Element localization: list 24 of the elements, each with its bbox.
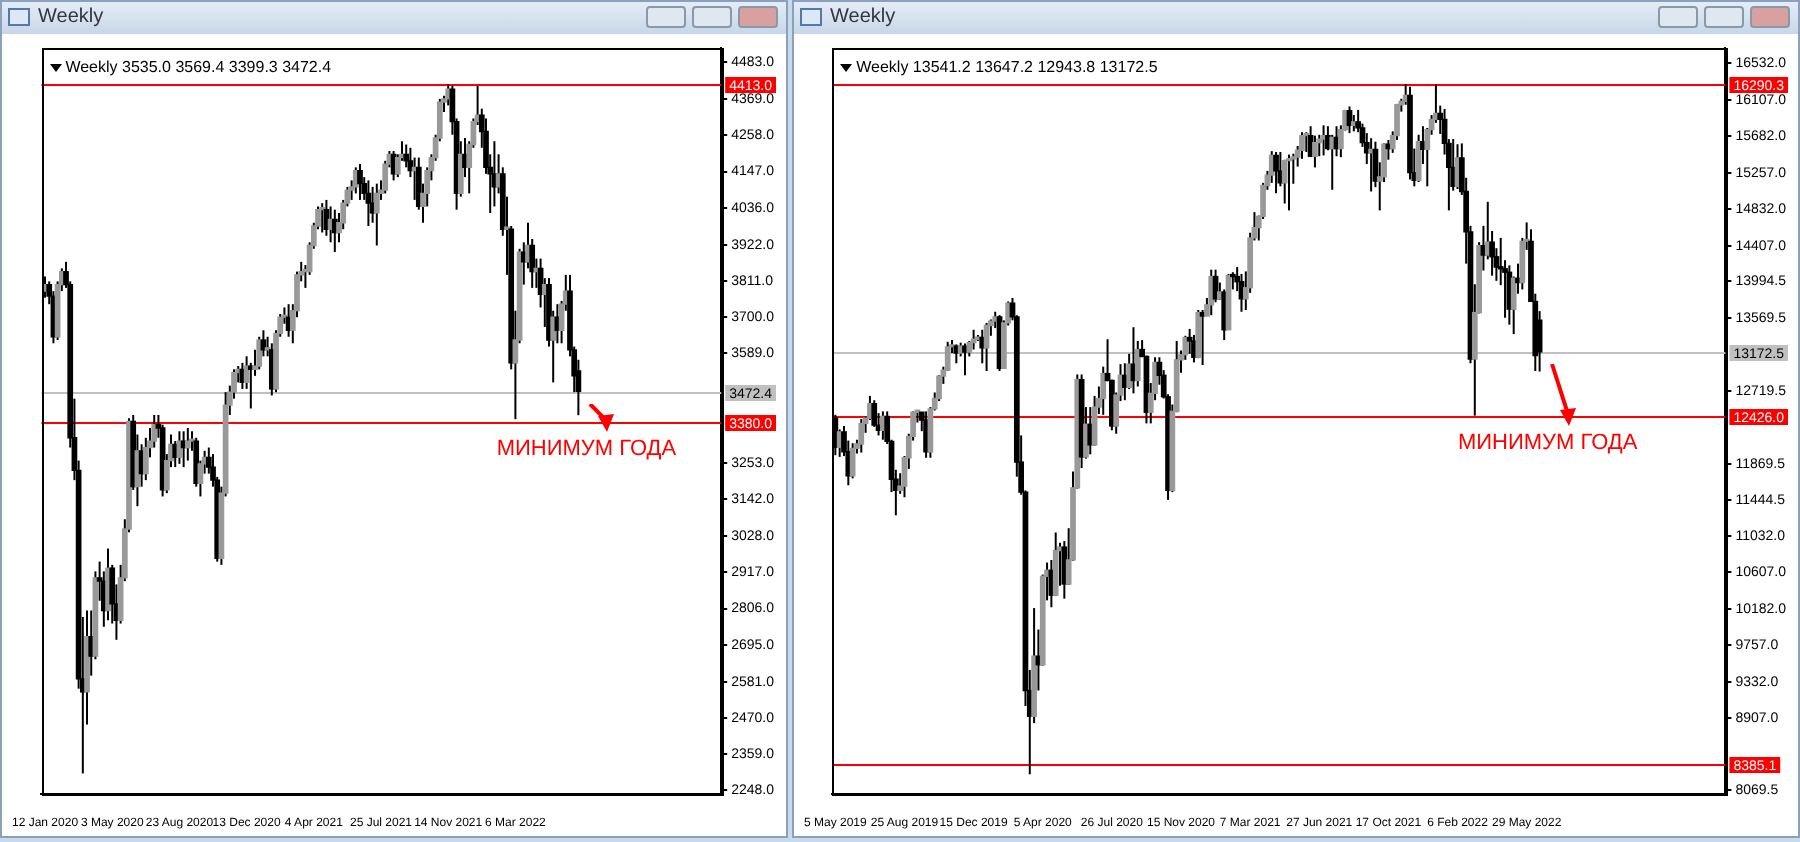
candlestick xyxy=(1195,309,1202,360)
chart-title: Weekly xyxy=(830,4,896,32)
candlestick xyxy=(1299,131,1305,160)
candlestick xyxy=(193,436,200,488)
candlestick xyxy=(373,182,380,247)
text: Weekly 3535.0 3569.4 3399.3 3472.4 xyxy=(65,58,332,76)
candlestick xyxy=(858,418,865,454)
candlestick xyxy=(357,163,363,201)
candlestick xyxy=(936,374,942,403)
candlestick xyxy=(1273,150,1279,195)
annotation: МИНИМУМ ГОДА xyxy=(1457,431,1639,456)
candlestick xyxy=(382,159,389,195)
candlestick xyxy=(1312,134,1318,169)
candlestick xyxy=(256,335,263,371)
text: Weekly 13541.2 13647.2 12943.8 13172.5 xyxy=(856,58,1158,76)
candlestick xyxy=(871,399,878,428)
candlestick xyxy=(1281,158,1288,205)
candlestick xyxy=(142,436,149,482)
candlestick xyxy=(1208,268,1215,317)
candlestick xyxy=(1186,327,1193,355)
annotation: МИНИМУМ ГОДА xyxy=(496,436,678,461)
candlestick xyxy=(1368,137,1374,193)
chart-title: Weekly xyxy=(38,4,104,32)
candlestick xyxy=(403,143,410,169)
